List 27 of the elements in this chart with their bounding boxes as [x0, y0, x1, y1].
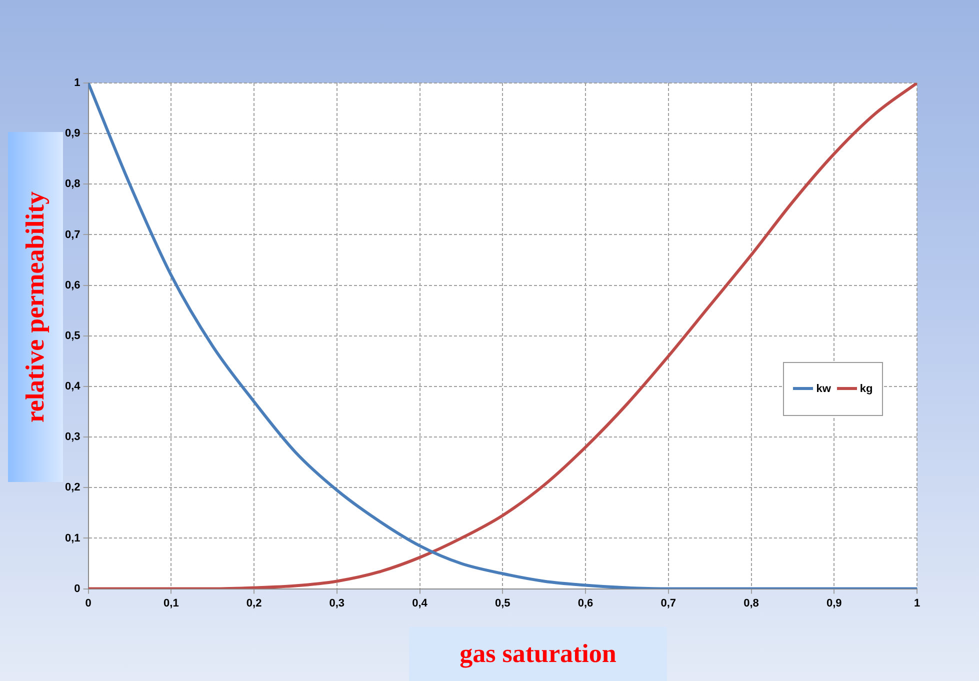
legend-label: kw — [816, 382, 831, 395]
y-tick-label: 0,1 — [64, 532, 80, 544]
y-tick-label: 0,5 — [64, 330, 80, 342]
x-axis-title: gas saturation — [409, 627, 667, 681]
y-tick-label: 0,9 — [64, 128, 80, 140]
y-tick-label: 0 — [74, 582, 80, 595]
x-tick-label: 0,3 — [329, 597, 345, 610]
legend-label: kg — [860, 382, 873, 395]
x-tick-label: 0,2 — [246, 597, 262, 610]
line-series — [88, 83, 917, 589]
x-tick-label: 0,6 — [578, 597, 594, 610]
x-tick-label: 0 — [85, 597, 92, 610]
x-tick-label: 0,1 — [164, 597, 179, 610]
x-tick-label: 0,9 — [826, 597, 842, 610]
y-tick-label: 0,7 — [64, 228, 80, 241]
x-tick-label: 0,4 — [412, 597, 428, 610]
y-axis-title: relative permeability — [20, 191, 50, 423]
y-tick-label: 0,2 — [64, 482, 80, 494]
y-tick-label: 1 — [74, 77, 80, 90]
y-tick-label: 0,8 — [64, 178, 80, 190]
x-tick-label: 0,7 — [660, 597, 676, 610]
x-tick-label: 1 — [914, 597, 920, 610]
y-tick-label: 0,4 — [64, 380, 82, 393]
x-tick-label: 0,8 — [744, 597, 759, 610]
y-tick-label: 0,6 — [64, 279, 80, 292]
x-tick-label: 0,5 — [494, 597, 510, 610]
y-tick-label: 0,3 — [64, 431, 80, 444]
